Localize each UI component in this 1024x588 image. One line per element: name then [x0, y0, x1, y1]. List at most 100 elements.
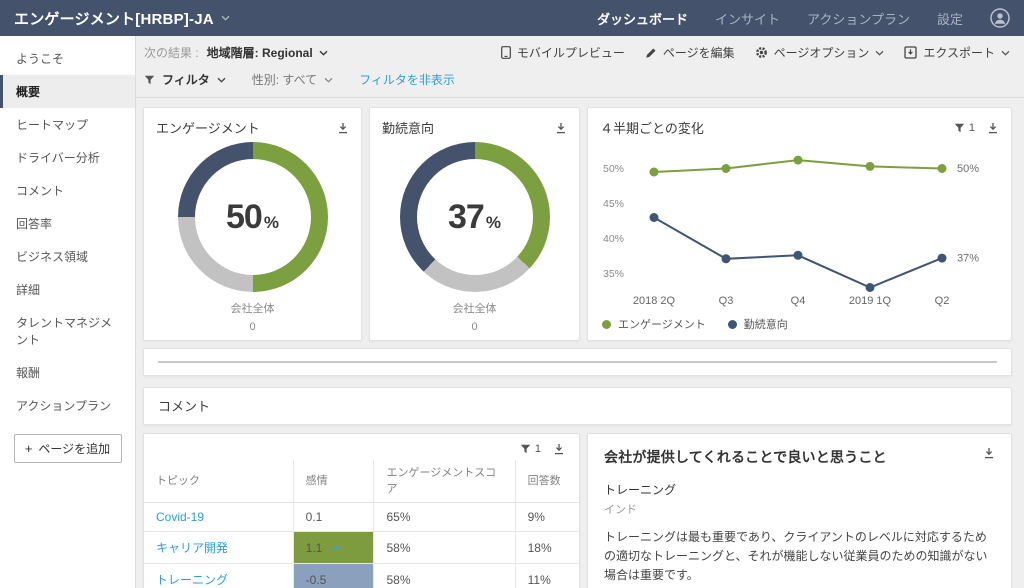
download-button[interactable] — [983, 447, 995, 459]
mobile-preview-button[interactable]: モバイルプレビュー — [500, 44, 625, 61]
response-count-value: 18% — [514, 531, 579, 564]
nav-item-dashboard[interactable]: ダッシュボード — [596, 11, 688, 27]
funnel-icon — [954, 123, 965, 132]
sidebar-item-response-rate[interactable]: 回答率 — [16, 217, 53, 231]
sidebar-item-details[interactable]: 詳細 — [16, 283, 41, 297]
filters-dropdown[interactable]: フィルタ — [144, 71, 226, 88]
column-header: エンゲージメントスコア — [373, 460, 516, 503]
quotes-title: 会社が提供してくれることで良いと思うこと — [604, 449, 887, 465]
svg-text:Q3: Q3 — [719, 295, 734, 307]
breakdown-label: 地域階層: Regional — [206, 46, 313, 60]
download-icon — [555, 444, 563, 455]
add-page-label: ページを追加 — [38, 442, 111, 456]
export-icon — [904, 46, 918, 59]
legend-dot-icon — [602, 319, 611, 329]
quote-text: トレーニングは最も重要であり、クライアントのレベルに対応するための適切なトレーニ… — [604, 530, 988, 583]
pencil-icon — [646, 48, 656, 58]
quotes-card: 会社が提供してくれることで良いと思うこと トレーニング インドトレーニングは最も重… — [587, 433, 1012, 588]
hide-filters-link[interactable]: フィルタを非表示 — [359, 73, 455, 87]
widget-filter-button[interactable]: 1 — [520, 443, 541, 455]
navbar-menu: ダッシュボード インサイト アクションプラン 設定 — [597, 8, 1010, 28]
quote-region: インド — [604, 504, 637, 516]
dashboard-title: エンゲージメント[HRBP]-JA — [14, 10, 214, 28]
edit-page-button[interactable]: ページを編集 — [645, 44, 735, 61]
donut-unit: % — [485, 213, 501, 232]
donut-footer-label: 会社全体 — [230, 303, 275, 315]
table-row: Covid-19 0.1 65% 9% — [144, 502, 579, 532]
download-button[interactable] — [337, 122, 349, 134]
sidebar-item-driver-analysis[interactable]: ドライバー分析 — [16, 151, 100, 165]
data-point — [649, 167, 659, 177]
divider-line — [158, 361, 997, 363]
widgets-row: エンゲージメント 50 % 会社全体 0 勤続意向 — [136, 98, 1024, 341]
retention-donut-card: 勤続意向 37 % 会社全体 0 — [369, 107, 580, 341]
chevron-down-icon — [324, 77, 333, 83]
donut-footer-label: 会社全体 — [452, 303, 497, 315]
quote-topic: トレーニング — [604, 483, 677, 497]
widget-filter-button[interactable]: 1 — [954, 122, 975, 134]
page-options-button[interactable]: ページオプション — [755, 44, 885, 61]
svg-text:37%: 37% — [957, 253, 979, 265]
top-navbar: エンゲージメント[HRBP]-JA ダッシュボード インサイト アクションプラン 設定 — [0, 0, 1024, 36]
mobile-icon — [500, 46, 511, 59]
sidebar-item-action-plan[interactable]: アクションプラン — [16, 399, 112, 413]
export-button[interactable]: エクスポート — [904, 44, 1010, 61]
breakdown-dropdown[interactable]: 地域階層: Regional — [207, 44, 328, 61]
svg-text:40%: 40% — [603, 233, 624, 245]
topic-link[interactable]: トレーニング — [156, 573, 229, 587]
topic-link[interactable]: Covid-19 — [156, 510, 205, 524]
table-row: トレーニング -0.5 58% 11% — [144, 563, 579, 588]
download-button[interactable] — [553, 443, 565, 455]
legend-dot-icon — [727, 319, 737, 329]
sidebar-item-overview[interactable]: 概要 — [0, 75, 135, 108]
svg-text:2019 1Q: 2019 1Q — [849, 295, 892, 307]
nav-item-settings[interactable]: 設定 — [936, 11, 963, 27]
svg-text:50%: 50% — [603, 163, 624, 175]
legend-label: エンゲージメント — [618, 319, 706, 331]
gender-filter-dropdown[interactable]: 性別: すべて — [252, 71, 333, 88]
sidebar-item-business-area[interactable]: ビジネス領域 — [16, 250, 89, 264]
chevron-down-icon — [875, 50, 884, 56]
data-point — [721, 164, 731, 173]
download-icon — [339, 122, 347, 133]
svg-text:35%: 35% — [603, 268, 624, 280]
donut-value: 50 — [226, 197, 263, 236]
data-point — [649, 213, 659, 222]
widget-title: エンゲージメント — [156, 121, 260, 136]
response-count-value: 11% — [514, 563, 579, 588]
sidebar-item-compensation[interactable]: 報酬 — [16, 366, 41, 380]
topic-link[interactable]: キャリア開発 — [156, 541, 229, 555]
edit-page-label: ページを編集 — [662, 46, 735, 60]
sidebar-item-comments[interactable]: コメント — [16, 184, 65, 198]
topics-table-card: 1 トピック 感情 エンゲージメントスコア 回答数 Covid-19 0.1 65% 9% キ… — [143, 433, 580, 588]
filter-count: 1 — [968, 121, 975, 134]
table-row: キャリア開発 1.1 58% 18% — [144, 531, 579, 564]
divider-widget — [143, 348, 1012, 376]
download-button[interactable] — [987, 122, 999, 134]
add-page-button[interactable]: + ページを追加 — [13, 434, 122, 463]
main-content: 次の結果 : 地域階層: Regional モバイルプレビュー ページを編集 ペ… — [136, 36, 1024, 588]
sidebar-item-heatmap[interactable]: ヒートマップ — [16, 118, 89, 132]
page-toolbar: 次の結果 : 地域階層: Regional モバイルプレビュー ページを編集 ペ… — [136, 36, 1024, 63]
comments-row: 1 トピック 感情 エンゲージメントスコア 回答数 Covid-19 0.1 65% 9% キ… — [143, 433, 1012, 588]
chevron-down-icon — [319, 50, 328, 56]
column-header: トピック — [144, 460, 294, 503]
legend-item[interactable]: 勤続意向 — [727, 316, 788, 332]
user-avatar-icon[interactable] — [990, 8, 1010, 28]
engagement-score-value: 58% — [373, 531, 516, 564]
data-point — [793, 155, 803, 165]
quarterly-trend-line-chart: 50% 45% 40% 35% 2018 2Q Q3 Q4 2019 1Q Q2 50% 37% — [588, 141, 1011, 316]
sidebar-item-talent-management[interactable]: タレントマネジメント — [16, 316, 113, 347]
svg-text:45%: 45% — [603, 198, 624, 210]
nav-item-action-plans[interactable]: アクションプラン — [807, 11, 910, 27]
mobile-preview-label: モバイルプレビュー — [516, 46, 625, 60]
retention-donut-chart: 37 % — [399, 142, 550, 292]
download-icon — [985, 448, 993, 459]
download-button[interactable] — [555, 122, 567, 134]
data-point — [793, 250, 803, 260]
legend-item[interactable]: エンゲージメント — [602, 316, 706, 332]
filter-label: フィルタ — [162, 73, 210, 87]
nav-item-insights[interactable]: インサイト — [715, 11, 781, 27]
dashboard-title-dropdown[interactable]: エンゲージメント[HRBP]-JA — [14, 8, 230, 29]
sidebar-item-welcome[interactable]: ようこそ — [16, 52, 65, 66]
